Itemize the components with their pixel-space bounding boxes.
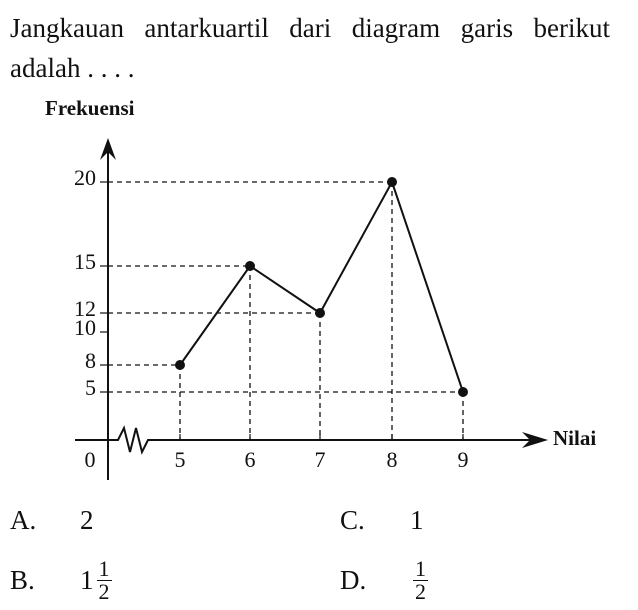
x-axis-label: Nilai: [553, 426, 596, 450]
x-tick-label: 5: [175, 447, 186, 472]
question: Jangkauan antarkuartil dari diagram gari…: [10, 13, 610, 83]
x-axis: [75, 425, 530, 455]
numerator: 1: [413, 555, 428, 581]
option-text: 1: [410, 504, 424, 535]
option-whole: 1: [80, 564, 94, 595]
option-label: D.: [340, 564, 367, 595]
y-axis-label: Frekuensi: [45, 96, 135, 120]
y-arrow: [100, 138, 116, 160]
option[interactable]: B. 1 1 2: [10, 555, 112, 605]
denominator: 2: [415, 578, 426, 604]
x-tick-label: 8: [387, 447, 398, 472]
y-tick-label: 15: [74, 249, 96, 274]
point: [175, 360, 185, 370]
y-tick-label: 10: [74, 315, 96, 340]
point: [387, 177, 397, 187]
y-tick-label: 8: [85, 348, 96, 373]
point: [458, 387, 468, 397]
option[interactable]: C. 1: [340, 495, 424, 545]
x-tick-label: 7: [315, 447, 326, 472]
option-label: A.: [10, 504, 37, 535]
option-label: C.: [340, 504, 365, 535]
numerator: 1: [96, 555, 112, 581]
denominator: 2: [98, 578, 110, 604]
option-text: 2: [80, 504, 94, 535]
x-tick-label: 0: [85, 447, 96, 472]
y-tick-label: 5: [85, 375, 96, 400]
option[interactable]: D. 1 2: [340, 555, 428, 605]
x-arrow: [522, 432, 548, 448]
y-tick-label: 20: [74, 165, 96, 190]
point: [315, 308, 325, 318]
option[interactable]: A. 2: [10, 495, 94, 545]
x-tick-label: 9: [458, 447, 469, 472]
y-tick-label: 12: [74, 296, 96, 321]
point: [245, 261, 255, 271]
x-tick-label: 6: [245, 447, 256, 472]
line: [179, 179, 464, 393]
option-label: B.: [10, 564, 35, 595]
